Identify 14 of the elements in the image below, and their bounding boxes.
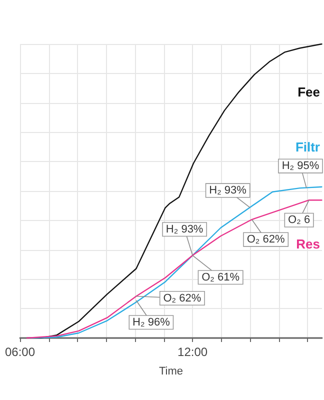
annotation: H₂ 96% [132,316,170,328]
x-tick-label: 06:00 [4,345,36,359]
annotation: O₂ 62% [163,292,202,304]
annotation: H₂ 93% [166,223,204,236]
x-tick-label: 12:00 [178,345,208,359]
text: Filtr [295,139,320,154]
annotation: H₂ 93% [209,184,247,196]
annotation: O₂ 62% [246,234,285,246]
annotation: O₂ 6 [288,214,310,226]
x-axis-title: Time [158,366,184,378]
annotation: O₂ 61% [202,271,240,284]
annotation: H₂ 95% [282,160,320,172]
text: Fee [298,84,320,100]
text: Res [296,236,320,252]
